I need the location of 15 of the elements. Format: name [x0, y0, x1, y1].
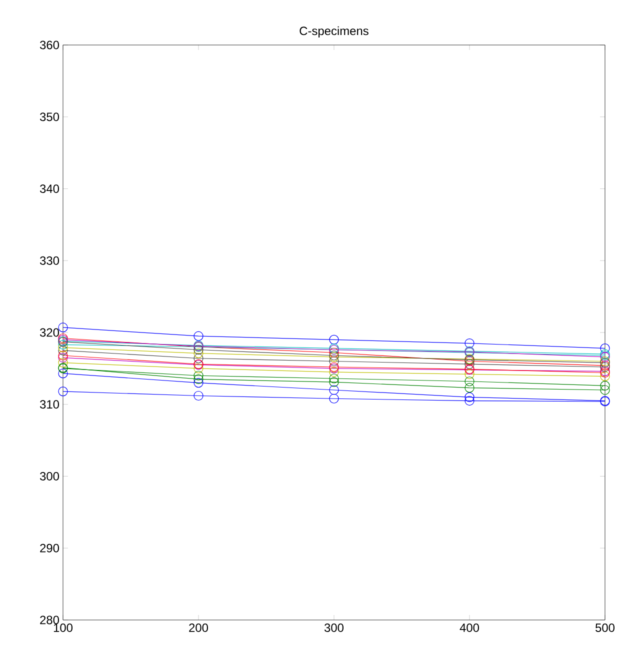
chart-title: C-specimens [300, 26, 368, 38]
y-tick-label: 340 [40, 184, 60, 193]
y-tick-label: 300 [40, 472, 60, 480]
y-tick-label: 310 [40, 400, 60, 409]
y-tick-label: 290 [40, 544, 60, 552]
y-tick-label: 330 [40, 256, 60, 265]
x-tick-label: 100 [54, 624, 73, 632]
x-tick-label: 400 [460, 624, 480, 632]
y-tick-label: 320 [40, 328, 60, 337]
y-tick-label: 360 [40, 40, 60, 50]
y-tick-label: 350 [40, 112, 60, 122]
x-tick-label: 300 [324, 624, 344, 632]
x-tick-label: 500 [596, 624, 615, 632]
x-tick-label: 200 [189, 624, 208, 632]
y-tick-label: 280 [40, 616, 60, 624]
